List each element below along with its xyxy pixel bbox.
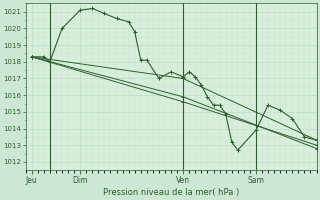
- X-axis label: Pression niveau de la mer( hPa ): Pression niveau de la mer( hPa ): [103, 188, 239, 197]
